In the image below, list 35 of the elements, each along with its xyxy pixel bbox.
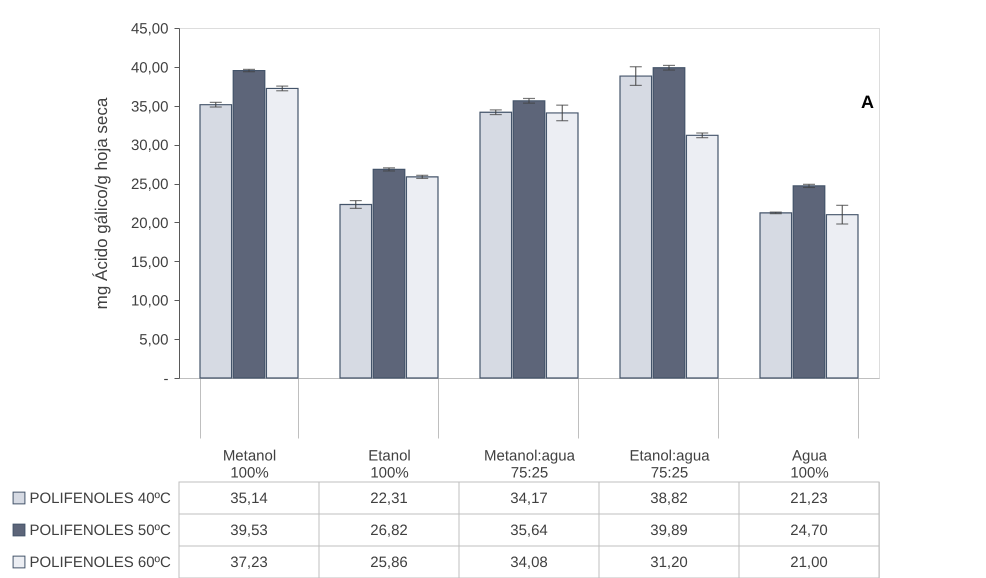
x-tick-label: Metanol:agua 75:25 bbox=[484, 448, 576, 482]
data-label: 37,23 bbox=[230, 554, 268, 571]
y-tick-label: 30,00 bbox=[130, 137, 168, 154]
data-label: 31,20 bbox=[650, 554, 688, 571]
y-tick-label: 45,00 bbox=[130, 20, 168, 38]
data-label: 35,14 bbox=[230, 490, 268, 507]
x-tick-label: Etanol:agua 75:25 bbox=[629, 448, 710, 482]
data-label: 39,53 bbox=[230, 522, 268, 539]
y-tick-label: 5,00 bbox=[139, 332, 168, 349]
y-tick-label: 15,00 bbox=[130, 254, 168, 271]
y-tick-label: 25,00 bbox=[130, 176, 168, 194]
data-label: 39,89 bbox=[650, 522, 688, 539]
annotation: A bbox=[861, 92, 874, 112]
data-label: 25,86 bbox=[370, 554, 408, 571]
legend-label: POLIFENOLES 60ºC bbox=[30, 554, 172, 571]
data-label: 22,31 bbox=[370, 490, 408, 507]
y-tick-label: 20,00 bbox=[130, 214, 168, 232]
data-label: 38,82 bbox=[650, 490, 688, 507]
y-axis-title: mg Ácido gálico/g hoja seca bbox=[92, 97, 111, 310]
y-tick-label: 40,00 bbox=[130, 59, 168, 76]
data-label: 35,64 bbox=[510, 522, 548, 539]
legend-label: POLIFENOLES 40ºC bbox=[30, 490, 172, 507]
data-label: 21,00 bbox=[790, 554, 828, 571]
x-tick-label: Agua 100% bbox=[790, 448, 829, 482]
data-label: 21,23 bbox=[790, 490, 828, 507]
legend-label: POLIFENOLES 50ºC bbox=[30, 522, 172, 539]
y-tick-label: - bbox=[164, 370, 168, 388]
data-label: 26,82 bbox=[370, 522, 408, 539]
data-label: 24,70 bbox=[790, 522, 828, 539]
x-tick-label: Etanol 100% bbox=[368, 448, 411, 482]
data-label: 34,17 bbox=[510, 490, 548, 507]
y-tick-label: 10,00 bbox=[130, 292, 168, 310]
data-label: 34,08 bbox=[510, 554, 548, 571]
y-tick-label: 35,00 bbox=[130, 98, 168, 116]
x-tick-label: Metanol 100% bbox=[222, 448, 276, 482]
